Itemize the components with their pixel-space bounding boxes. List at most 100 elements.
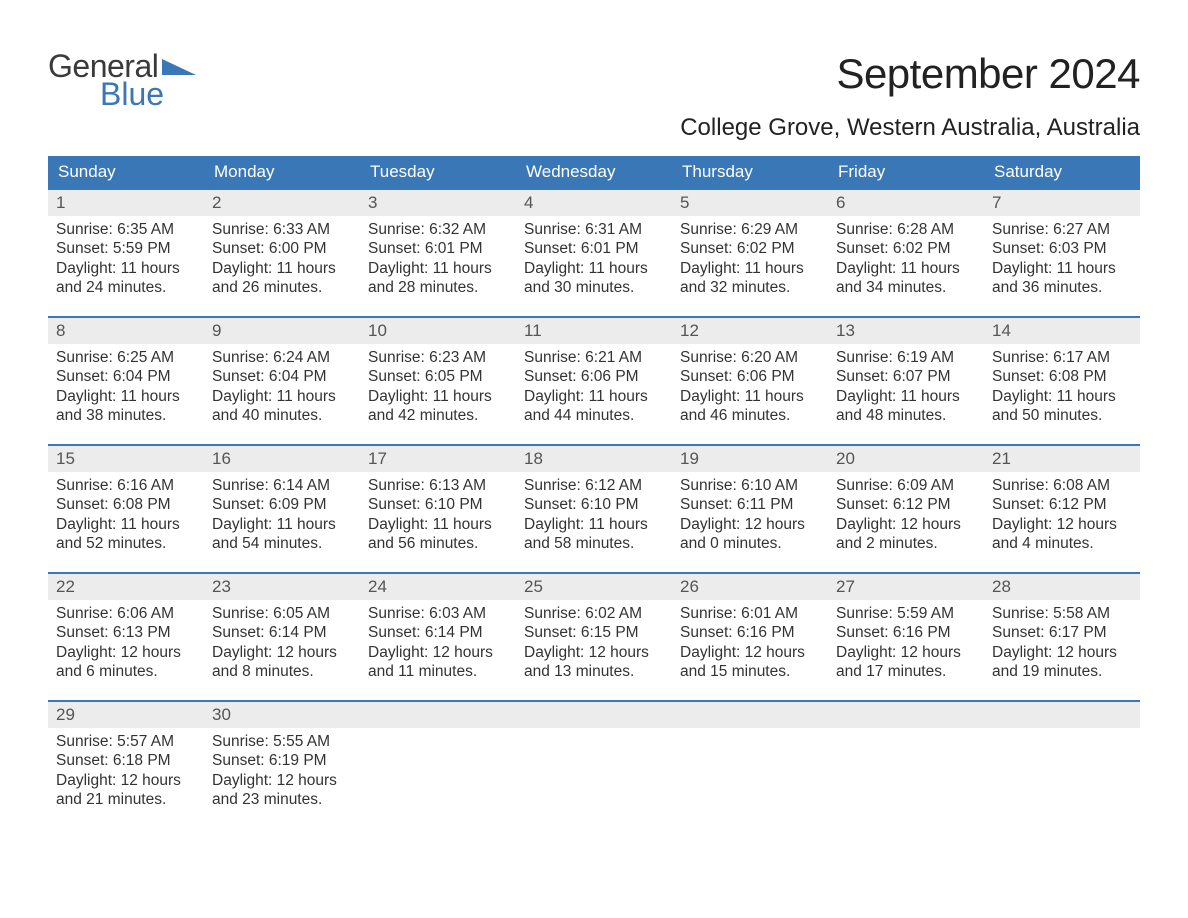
day-number: 4 bbox=[516, 190, 672, 216]
calendar-table: SundayMondayTuesdayWednesdayThursdayFrid… bbox=[48, 156, 1140, 829]
sunset-text: Sunset: 6:12 PM bbox=[836, 495, 976, 514]
daylight-text-1: Daylight: 12 hours bbox=[524, 643, 664, 662]
sunset-text: Sunset: 6:12 PM bbox=[992, 495, 1132, 514]
sunrise-text: Sunrise: 6:02 AM bbox=[524, 604, 664, 623]
calendar-cell: 29Sunrise: 5:57 AMSunset: 6:18 PMDayligh… bbox=[48, 701, 204, 829]
day-number: 9 bbox=[204, 318, 360, 344]
sunset-text: Sunset: 6:08 PM bbox=[992, 367, 1132, 386]
sunrise-text: Sunrise: 6:08 AM bbox=[992, 476, 1132, 495]
sunset-text: Sunset: 6:04 PM bbox=[212, 367, 352, 386]
sunrise-text: Sunrise: 5:55 AM bbox=[212, 732, 352, 751]
sunrise-text: Sunrise: 6:21 AM bbox=[524, 348, 664, 367]
brand-logo: General Blue bbox=[48, 50, 196, 110]
daylight-text-1: Daylight: 11 hours bbox=[368, 515, 508, 534]
day-number: 28 bbox=[984, 574, 1140, 600]
sunset-text: Sunset: 6:08 PM bbox=[56, 495, 196, 514]
sunset-text: Sunset: 6:01 PM bbox=[524, 239, 664, 258]
calendar-cell bbox=[984, 701, 1140, 829]
sunset-text: Sunset: 6:09 PM bbox=[212, 495, 352, 514]
day-body: Sunrise: 6:09 AMSunset: 6:12 PMDaylight:… bbox=[828, 472, 984, 560]
day-number: 7 bbox=[984, 190, 1140, 216]
daylight-text-2: and 17 minutes. bbox=[836, 662, 976, 681]
sunset-text: Sunset: 6:15 PM bbox=[524, 623, 664, 642]
calendar-cell: 16Sunrise: 6:14 AMSunset: 6:09 PMDayligh… bbox=[204, 445, 360, 573]
calendar-cell: 19Sunrise: 6:10 AMSunset: 6:11 PMDayligh… bbox=[672, 445, 828, 573]
sunset-text: Sunset: 6:10 PM bbox=[524, 495, 664, 514]
daylight-text-2: and 54 minutes. bbox=[212, 534, 352, 553]
calendar-cell bbox=[672, 701, 828, 829]
daylight-text-1: Daylight: 11 hours bbox=[368, 387, 508, 406]
day-body: Sunrise: 6:08 AMSunset: 6:12 PMDaylight:… bbox=[984, 472, 1140, 560]
daylight-text-1: Daylight: 11 hours bbox=[524, 515, 664, 534]
daylight-text-2: and 15 minutes. bbox=[680, 662, 820, 681]
daylight-text-1: Daylight: 11 hours bbox=[992, 387, 1132, 406]
sunrise-text: Sunrise: 6:10 AM bbox=[680, 476, 820, 495]
daylight-text-1: Daylight: 11 hours bbox=[56, 259, 196, 278]
day-number: 18 bbox=[516, 446, 672, 472]
daylight-text-2: and 58 minutes. bbox=[524, 534, 664, 553]
sunset-text: Sunset: 6:10 PM bbox=[368, 495, 508, 514]
day-number: 6 bbox=[828, 190, 984, 216]
daylight-text-2: and 38 minutes. bbox=[56, 406, 196, 425]
day-body: Sunrise: 6:28 AMSunset: 6:02 PMDaylight:… bbox=[828, 216, 984, 304]
day-header: Tuesday bbox=[360, 156, 516, 189]
daylight-text-2: and 28 minutes. bbox=[368, 278, 508, 297]
day-number: 15 bbox=[48, 446, 204, 472]
sunrise-text: Sunrise: 6:33 AM bbox=[212, 220, 352, 239]
flag-icon bbox=[162, 50, 196, 70]
sunset-text: Sunset: 6:03 PM bbox=[992, 239, 1132, 258]
daylight-text-1: Daylight: 12 hours bbox=[56, 643, 196, 662]
sunrise-text: Sunrise: 6:06 AM bbox=[56, 604, 196, 623]
calendar-cell: 5Sunrise: 6:29 AMSunset: 6:02 PMDaylight… bbox=[672, 189, 828, 317]
day-body: Sunrise: 6:16 AMSunset: 6:08 PMDaylight:… bbox=[48, 472, 204, 560]
sunset-text: Sunset: 6:06 PM bbox=[680, 367, 820, 386]
calendar-cell: 21Sunrise: 6:08 AMSunset: 6:12 PMDayligh… bbox=[984, 445, 1140, 573]
calendar-cell: 2Sunrise: 6:33 AMSunset: 6:00 PMDaylight… bbox=[204, 189, 360, 317]
sunrise-text: Sunrise: 6:27 AM bbox=[992, 220, 1132, 239]
day-body: Sunrise: 5:58 AMSunset: 6:17 PMDaylight:… bbox=[984, 600, 1140, 688]
daylight-text-1: Daylight: 11 hours bbox=[56, 387, 196, 406]
daylight-text-2: and 19 minutes. bbox=[992, 662, 1132, 681]
day-header: Friday bbox=[828, 156, 984, 189]
calendar-cell: 15Sunrise: 6:16 AMSunset: 6:08 PMDayligh… bbox=[48, 445, 204, 573]
daylight-text-2: and 8 minutes. bbox=[212, 662, 352, 681]
calendar-cell: 20Sunrise: 6:09 AMSunset: 6:12 PMDayligh… bbox=[828, 445, 984, 573]
daylight-text-2: and 56 minutes. bbox=[368, 534, 508, 553]
daylight-text-1: Daylight: 12 hours bbox=[680, 515, 820, 534]
day-body: Sunrise: 6:25 AMSunset: 6:04 PMDaylight:… bbox=[48, 344, 204, 432]
day-body: Sunrise: 6:24 AMSunset: 6:04 PMDaylight:… bbox=[204, 344, 360, 432]
daylight-text-2: and 13 minutes. bbox=[524, 662, 664, 681]
daylight-text-1: Daylight: 11 hours bbox=[524, 259, 664, 278]
calendar-cell: 7Sunrise: 6:27 AMSunset: 6:03 PMDaylight… bbox=[984, 189, 1140, 317]
sunrise-text: Sunrise: 6:31 AM bbox=[524, 220, 664, 239]
daylight-text-1: Daylight: 12 hours bbox=[680, 643, 820, 662]
calendar-cell: 10Sunrise: 6:23 AMSunset: 6:05 PMDayligh… bbox=[360, 317, 516, 445]
sunrise-text: Sunrise: 6:28 AM bbox=[836, 220, 976, 239]
sunrise-text: Sunrise: 6:17 AM bbox=[992, 348, 1132, 367]
sunrise-text: Sunrise: 6:05 AM bbox=[212, 604, 352, 623]
calendar-cell: 8Sunrise: 6:25 AMSunset: 6:04 PMDaylight… bbox=[48, 317, 204, 445]
daylight-text-2: and 36 minutes. bbox=[992, 278, 1132, 297]
daylight-text-1: Daylight: 12 hours bbox=[212, 771, 352, 790]
sunset-text: Sunset: 6:16 PM bbox=[836, 623, 976, 642]
sunset-text: Sunset: 6:14 PM bbox=[212, 623, 352, 642]
calendar-cell: 6Sunrise: 6:28 AMSunset: 6:02 PMDaylight… bbox=[828, 189, 984, 317]
daylight-text-2: and 4 minutes. bbox=[992, 534, 1132, 553]
daylight-text-1: Daylight: 11 hours bbox=[368, 259, 508, 278]
calendar-week: 22Sunrise: 6:06 AMSunset: 6:13 PMDayligh… bbox=[48, 573, 1140, 701]
calendar-cell: 22Sunrise: 6:06 AMSunset: 6:13 PMDayligh… bbox=[48, 573, 204, 701]
day-number: 16 bbox=[204, 446, 360, 472]
sunset-text: Sunset: 6:04 PM bbox=[56, 367, 196, 386]
daylight-text-2: and 0 minutes. bbox=[680, 534, 820, 553]
sunrise-text: Sunrise: 6:32 AM bbox=[368, 220, 508, 239]
sunrise-text: Sunrise: 6:01 AM bbox=[680, 604, 820, 623]
daylight-text-1: Daylight: 11 hours bbox=[56, 515, 196, 534]
daylight-text-1: Daylight: 12 hours bbox=[368, 643, 508, 662]
sunrise-text: Sunrise: 6:09 AM bbox=[836, 476, 976, 495]
daylight-text-1: Daylight: 11 hours bbox=[212, 515, 352, 534]
daylight-text-2: and 6 minutes. bbox=[56, 662, 196, 681]
sunset-text: Sunset: 6:13 PM bbox=[56, 623, 196, 642]
calendar-cell: 18Sunrise: 6:12 AMSunset: 6:10 PMDayligh… bbox=[516, 445, 672, 573]
day-body: Sunrise: 6:21 AMSunset: 6:06 PMDaylight:… bbox=[516, 344, 672, 432]
day-body: Sunrise: 6:01 AMSunset: 6:16 PMDaylight:… bbox=[672, 600, 828, 688]
